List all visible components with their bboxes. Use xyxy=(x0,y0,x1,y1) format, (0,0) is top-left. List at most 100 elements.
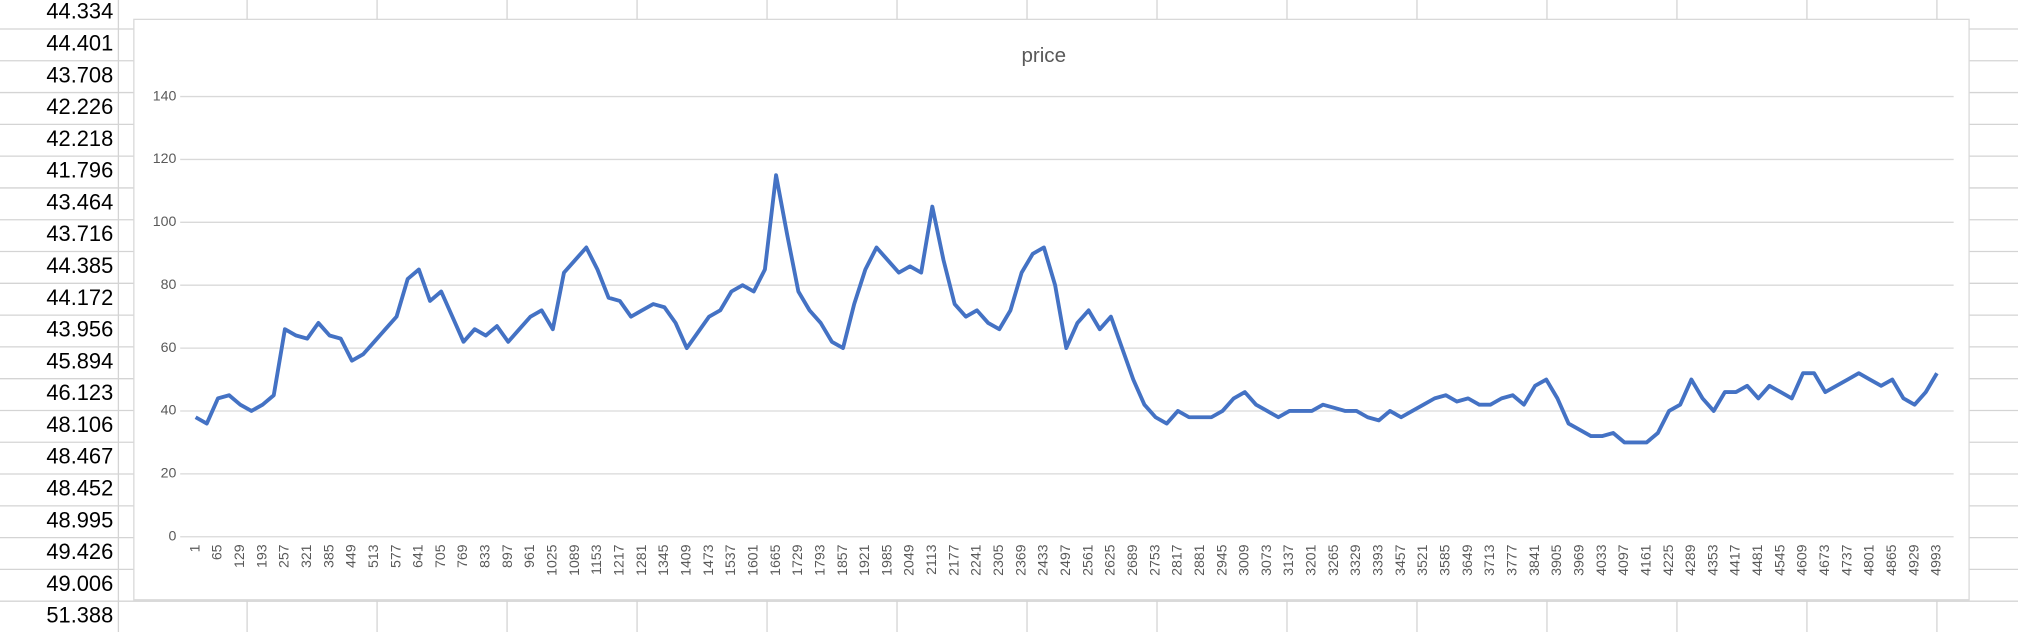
x-tick-label: 193 xyxy=(253,544,269,568)
x-tick-label: 4033 xyxy=(1593,544,1609,576)
x-tick-label: 449 xyxy=(343,544,359,568)
cell-value: 48.467 xyxy=(46,444,113,469)
x-tick-label: 4673 xyxy=(1816,544,1832,576)
x-tick-label: 3329 xyxy=(1347,544,1363,576)
cell-value: 43.716 xyxy=(46,221,113,246)
cell-value: 49.426 xyxy=(46,539,113,564)
x-tick-label: 513 xyxy=(365,544,381,568)
x-tick-label: 4097 xyxy=(1615,544,1631,576)
x-tick-label: 3521 xyxy=(1414,544,1430,576)
x-tick-label: 257 xyxy=(276,544,292,568)
x-tick-label: 2625 xyxy=(1102,544,1118,576)
x-tick-label: 1601 xyxy=(744,544,760,576)
x-tick-label: 2177 xyxy=(945,544,961,576)
x-tick-label: 4865 xyxy=(1883,544,1899,576)
cell-value: 44.172 xyxy=(46,285,113,310)
x-tick-label: 1921 xyxy=(856,544,872,576)
y-tick-label: 60 xyxy=(161,339,177,355)
x-tick-label: 1089 xyxy=(566,544,582,576)
x-tick-label: 1345 xyxy=(655,544,671,576)
x-tick-label: 321 xyxy=(298,544,314,568)
x-tick-label: 1793 xyxy=(811,544,827,576)
x-tick-label: 3969 xyxy=(1570,544,1586,576)
cell-value: 42.218 xyxy=(46,126,113,151)
x-tick-label: 4417 xyxy=(1727,544,1743,576)
y-tick-label: 80 xyxy=(161,276,177,292)
x-tick-label: 2113 xyxy=(923,544,939,575)
chart-area[interactable] xyxy=(133,18,1970,601)
x-tick-label: 2561 xyxy=(1079,544,1095,576)
x-tick-label: 1409 xyxy=(677,544,693,576)
x-tick-label: 4353 xyxy=(1704,544,1720,576)
chart-title: price xyxy=(1021,44,1066,67)
x-tick-label: 577 xyxy=(387,544,403,568)
x-tick-label: 833 xyxy=(477,544,493,568)
x-tick-label: 4289 xyxy=(1682,544,1698,576)
x-tick-label: 2305 xyxy=(990,544,1006,576)
x-tick-label: 641 xyxy=(410,544,426,568)
x-tick-label: 1281 xyxy=(633,544,649,576)
cell-value: 44.385 xyxy=(46,253,113,278)
price-line xyxy=(194,173,1939,445)
x-tick-label: 1153 xyxy=(588,544,604,575)
x-tick-label: 3713 xyxy=(1481,544,1497,576)
x-tick-label: 2241 xyxy=(968,544,984,576)
x-tick-label: 1 xyxy=(186,544,202,552)
x-tick-label: 2817 xyxy=(1169,544,1185,576)
cell-value: 46.123 xyxy=(46,380,113,405)
cell-value: 51.388 xyxy=(46,603,113,628)
cell-value: 42.226 xyxy=(46,94,113,119)
x-tick-label: 4161 xyxy=(1637,544,1653,576)
x-tick-label: 1025 xyxy=(544,544,560,576)
cell-value: 49.006 xyxy=(46,571,113,596)
cell-value: 43.464 xyxy=(46,189,113,214)
cell-value: 43.956 xyxy=(46,317,113,342)
x-tick-label: 4225 xyxy=(1660,544,1676,576)
x-tick-label: 3905 xyxy=(1548,544,1564,576)
x-tick-label: 3009 xyxy=(1236,544,1252,576)
x-tick-label: 4737 xyxy=(1838,544,1854,576)
x-tick-label: 1217 xyxy=(611,544,627,576)
y-tick-label: 0 xyxy=(168,527,176,543)
y-tick-label: 20 xyxy=(161,465,177,481)
x-tick-label: 1537 xyxy=(722,544,738,576)
cell-value: 44.334 xyxy=(46,0,113,24)
x-tick-label: 2753 xyxy=(1146,544,1162,576)
x-tick-label: 1665 xyxy=(767,544,783,576)
y-tick-label: 120 xyxy=(153,150,177,166)
x-tick-label: 769 xyxy=(454,544,470,568)
x-tick-label: 3393 xyxy=(1370,544,1386,576)
x-tick-label: 2881 xyxy=(1191,544,1207,576)
x-tick-label: 4993 xyxy=(1928,544,1944,576)
y-tick-label: 40 xyxy=(161,402,177,418)
x-tick-label: 2945 xyxy=(1213,544,1229,576)
y-tick-label: 140 xyxy=(153,87,177,103)
cell-value: 48.106 xyxy=(46,412,113,437)
cell-value: 48.452 xyxy=(46,476,113,501)
x-tick-label: 1985 xyxy=(878,544,894,576)
cell-value: 45.894 xyxy=(46,348,113,373)
x-tick-label: 897 xyxy=(499,544,515,568)
x-tick-label: 961 xyxy=(521,544,537,568)
x-tick-label: 4929 xyxy=(1905,544,1921,576)
x-tick-label: 705 xyxy=(432,544,448,568)
x-tick-label: 3649 xyxy=(1459,544,1475,576)
x-tick-label: 3457 xyxy=(1392,544,1408,576)
x-tick-label: 2369 xyxy=(1012,544,1028,576)
x-tick-label: 4801 xyxy=(1861,544,1877,576)
x-tick-label: 3841 xyxy=(1526,544,1542,576)
x-tick-label: 3073 xyxy=(1258,544,1274,576)
x-tick-label: 3137 xyxy=(1280,544,1296,576)
cell-value: 43.708 xyxy=(46,62,113,87)
x-tick-label: 2049 xyxy=(901,544,917,576)
x-tick-label: 2433 xyxy=(1035,544,1051,576)
x-tick-label: 3265 xyxy=(1325,544,1341,576)
x-tick-label: 4481 xyxy=(1749,544,1765,576)
x-tick-label: 4545 xyxy=(1771,544,1787,576)
cell-value: 41.796 xyxy=(46,158,113,183)
cell-value: 44.401 xyxy=(46,30,113,55)
x-tick-label: 129 xyxy=(231,544,247,568)
cell-value: 48.995 xyxy=(46,507,113,532)
